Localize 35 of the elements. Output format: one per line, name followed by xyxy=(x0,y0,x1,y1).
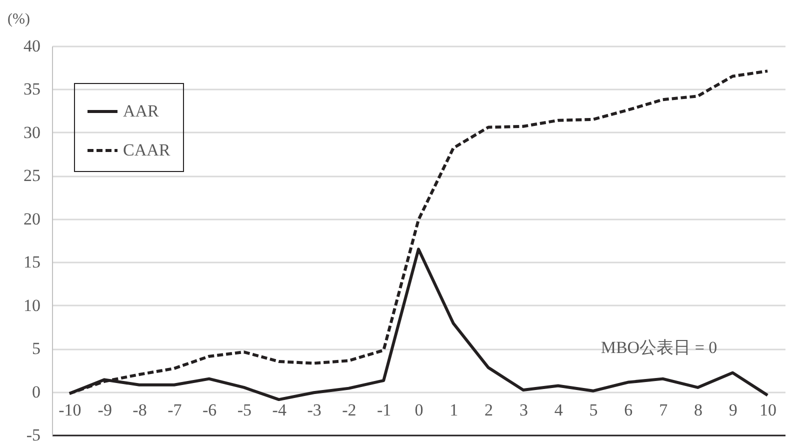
x-tick-label: 10 xyxy=(760,400,777,420)
y-tick-label: 25 xyxy=(24,166,40,186)
y-tick-label: 0 xyxy=(32,382,40,402)
x-tick-label: 8 xyxy=(694,400,702,420)
x-tick-label: 0 xyxy=(414,400,424,420)
x-tick-label: -8 xyxy=(132,400,147,420)
y-tick-label: 20 xyxy=(24,209,40,228)
legend-label: CAAR xyxy=(123,140,171,160)
y-tick-label: 10 xyxy=(24,296,40,315)
x-tick-label: 2 xyxy=(484,400,494,420)
x-tick-label: 3 xyxy=(519,400,528,420)
x-tick-label: -9 xyxy=(98,400,112,420)
x-tick-label: 4 xyxy=(554,400,564,420)
annotation: MBO公表日 = 0 xyxy=(600,338,718,357)
y-tick-label: 5 xyxy=(32,339,40,358)
y-tick-label: 15 xyxy=(24,252,40,272)
x-tick-label: 1 xyxy=(450,400,458,420)
x-tick-label: -2 xyxy=(342,400,356,420)
x-tick-label: -10 xyxy=(58,400,82,420)
y-tick-label: 40 xyxy=(24,36,40,56)
y-tick-label: 30 xyxy=(24,122,40,142)
x-tick-label: 9 xyxy=(728,400,738,420)
x-tick-label: -5 xyxy=(237,400,252,420)
y-tick-label: 35 xyxy=(24,80,40,99)
y-axis-title: (%) xyxy=(8,12,30,28)
x-tick-label: -4 xyxy=(272,400,287,420)
x-tick-label: -1 xyxy=(377,400,392,420)
x-tick-label: 6 xyxy=(624,400,633,420)
y-tick-label: -5 xyxy=(26,426,40,444)
x-tick-label: 5 xyxy=(589,400,598,420)
x-tick-label: -7 xyxy=(168,400,182,420)
x-tick-label: -3 xyxy=(307,400,322,420)
legend-label: AAR xyxy=(123,102,160,120)
x-tick-label: -6 xyxy=(202,400,217,420)
x-tick-label: 7 xyxy=(659,400,668,420)
